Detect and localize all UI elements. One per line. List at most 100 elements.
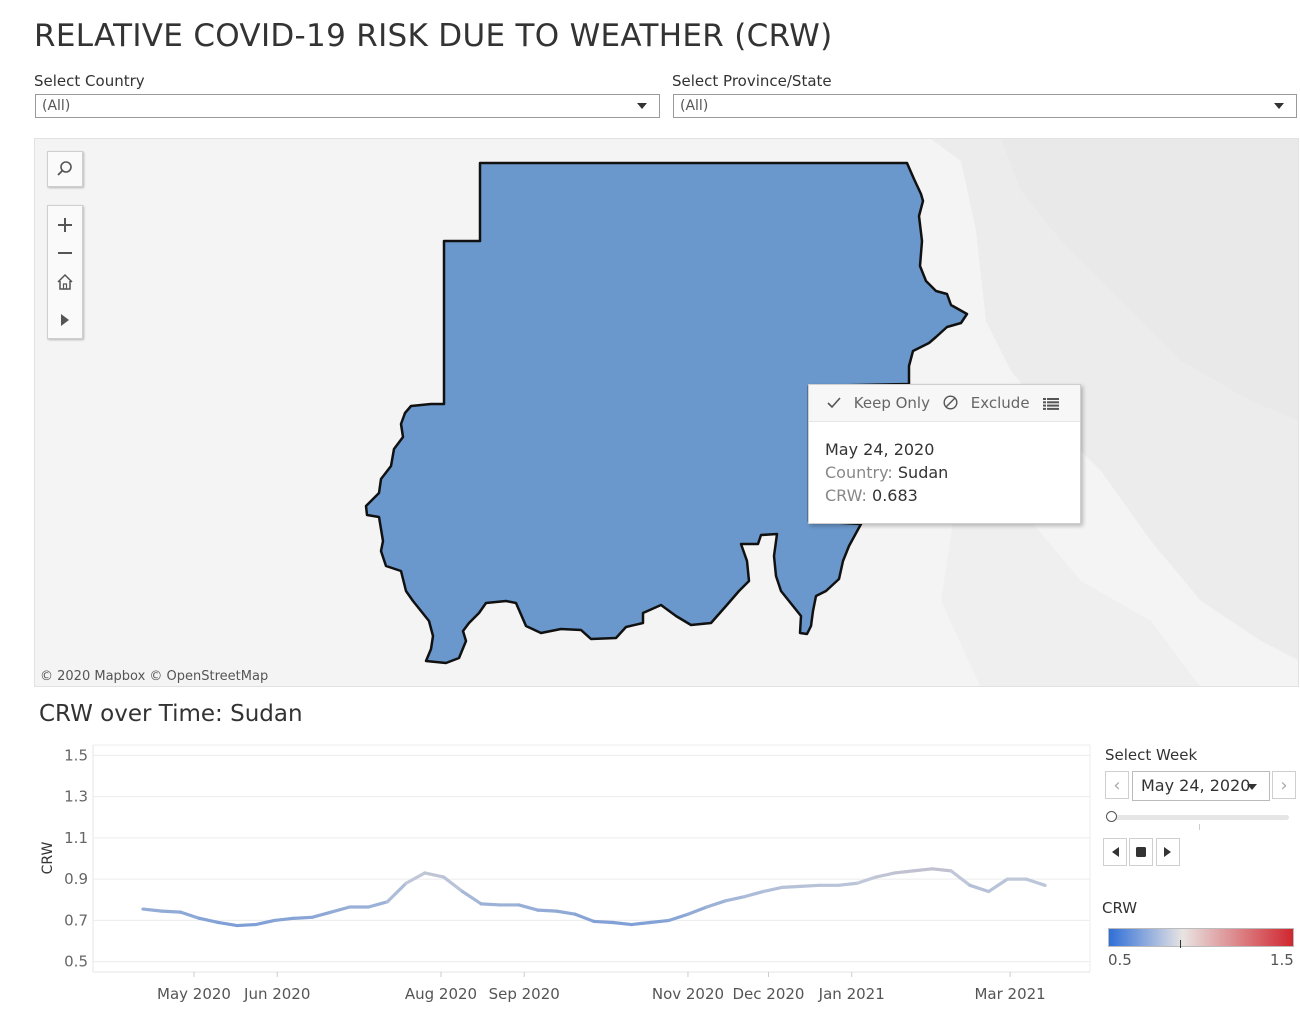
previous-week-button[interactable]: ‹ [1105,771,1129,799]
y-axis-label: CRW [40,841,56,874]
y-tick-label: 0.9 [64,870,88,888]
series-line-segment [1024,877,1047,887]
y-tick-label: 1.3 [64,788,88,806]
zoom-in-icon[interactable] [48,211,82,239]
province-select-value: (All) [680,98,709,114]
view-data-icon [1043,398,1059,410]
x-tick-label: May 2020 [157,985,231,1003]
play-icon[interactable] [48,306,82,334]
province-filter-label: Select Province/State [672,72,832,90]
series-line-segment [836,881,859,887]
week-slider-handle[interactable] [1106,811,1117,822]
home-icon[interactable] [48,268,82,296]
country-select[interactable]: (All) [35,94,660,118]
tooltip-toolbar: Keep Only Exclude [809,385,1080,422]
y-tick-label: 1.1 [64,829,88,847]
map-tooltip: Keep Only Exclude May 24, 2020 Country: … [808,384,1081,524]
chevron-left-icon: ‹ [1113,774,1121,796]
series-line-segment [291,915,314,920]
stop-button[interactable] [1129,838,1153,866]
series-line-segment [799,883,822,888]
series-line-segment [648,918,671,925]
series-line-segment [949,869,972,887]
series-line-segment [235,922,258,928]
page-title: RELATIVE COVID-19 RISK DUE TO WEATHER (C… [34,18,833,54]
search-icon [48,155,82,183]
x-tick-label: Sep 2020 [489,985,560,1003]
series-line-segment [160,909,183,914]
x-tick-label: Mar 2021 [974,985,1045,1003]
series-line-segment [517,903,540,912]
series-line-segment [911,867,934,873]
chart-title: CRW over Time: Sudan [39,701,303,727]
chevron-right-icon: › [1280,774,1288,796]
legend-color-bar [1108,928,1294,947]
week-select-value: May 24, 2020 [1141,776,1251,795]
series-line-segment [366,900,389,909]
series-line-segment [329,905,352,914]
series-line-segment [479,902,502,907]
legend-max-label: 1.5 [1270,951,1294,969]
chevron-down-icon [637,103,647,109]
legend-title: CRW [1102,899,1138,917]
series-line-segment [197,916,220,925]
play-icon [1164,847,1171,857]
play-back-icon [1112,847,1119,857]
x-tick-label: Aug 2020 [405,985,477,1003]
map-search-button[interactable] [47,151,83,187]
stop-icon [1136,847,1146,857]
series-line-segment [254,918,277,927]
y-tick-label: 0.5 [64,953,88,971]
y-tick-label: 0.7 [64,911,88,929]
week-slider-track[interactable] [1111,815,1289,820]
series-line-segment [987,877,1010,894]
series-line-segment [310,910,333,919]
step-back-button[interactable] [1103,838,1127,866]
series-line-segment [611,920,634,927]
country-filter-label: Select Country [34,72,145,90]
map-attribution[interactable]: © 2020 Mapbox © OpenStreetMap [40,669,269,684]
series-line-segment [893,869,916,875]
series-line-segment [629,920,652,927]
series-line-segment [930,867,953,873]
series-line-segment [554,909,577,916]
exclude-button[interactable]: Exclude [943,394,1030,412]
legend-marker [1180,940,1181,948]
series-line-segment [686,905,709,916]
series-line-segment [141,907,164,913]
map-background [364,139,1298,686]
series-line-segment [855,875,878,885]
series-line-segment [536,908,559,913]
x-tick-label: Nov 2020 [652,985,724,1003]
series-line-segment [968,883,991,894]
view-data-button[interactable] [1043,396,1059,414]
series-line-segment [761,885,784,894]
play-forward-button[interactable] [1156,838,1180,866]
x-tick-label: Dec 2020 [733,985,805,1003]
series-line-segment [874,871,897,879]
chevron-down-icon [1247,784,1257,790]
select-week-label: Select Week [1105,746,1198,764]
keep-only-button[interactable]: Keep Only [827,394,930,412]
week-select[interactable]: May 24, 2020 [1132,771,1270,801]
series-line-segment [385,881,408,904]
country-shape-sudan[interactable] [364,161,969,665]
series-line-segment [216,920,239,928]
tooltip-date: May 24, 2020 [825,440,935,459]
zoom-out-icon[interactable] [48,239,82,267]
country-select-value: (All) [42,98,71,114]
series-line-segment [705,899,728,909]
series-line-segment [460,889,483,906]
tooltip-country: Country: Sudan [825,463,949,482]
series-line-segment [573,912,596,924]
chevron-down-icon [1274,103,1284,109]
slider-tick [1199,824,1200,830]
series-line-segment [742,889,765,899]
check-icon [827,397,841,409]
province-select[interactable]: (All) [673,94,1297,118]
map-view[interactable]: © 2020 Mapbox © OpenStreetMap [34,138,1299,687]
series-line-segment [667,912,690,923]
next-week-button[interactable]: › [1272,771,1296,799]
exclude-icon [943,395,958,410]
x-tick-label: Jan 2021 [818,985,885,1003]
